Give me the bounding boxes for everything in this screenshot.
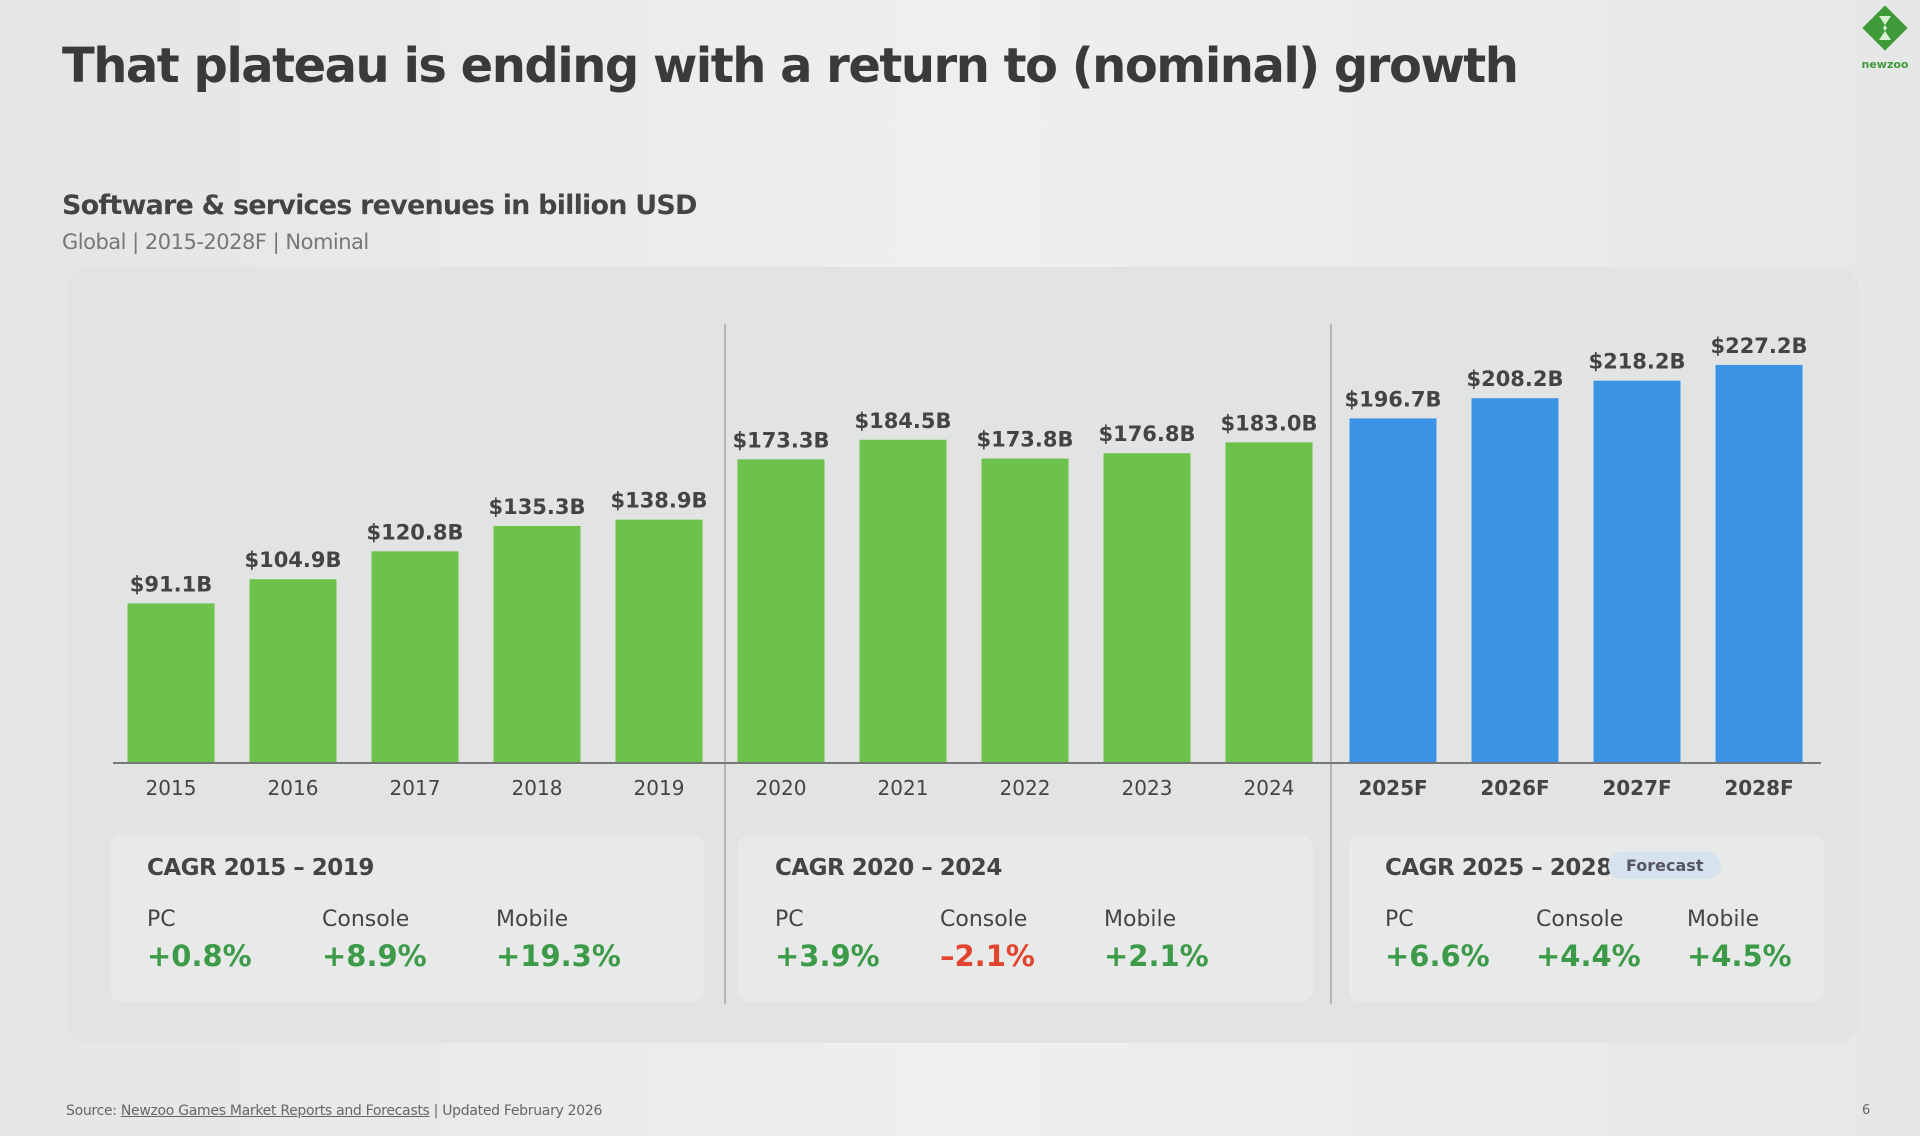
page-number: 6 <box>1862 1103 1871 1118</box>
cagr-value-mobile: +4.5% <box>1687 939 1792 973</box>
cagr-label-console: Console <box>1536 907 1624 932</box>
cagr-box-2025-2028: CAGR 2025 – 2028 Forecast PC +6.6% Conso… <box>1349 835 1824 1002</box>
forecast-badge: Forecast <box>1608 852 1722 879</box>
x-tick-label: 2018 <box>512 776 563 800</box>
bar-2020 <box>737 459 825 763</box>
x-tick-label: 2023 <box>1122 776 1173 800</box>
data-label: $104.9B <box>244 548 341 572</box>
data-label: $176.8B <box>1098 422 1195 446</box>
bar-2023 <box>1103 453 1191 763</box>
cagr-label-pc: PC <box>147 907 176 932</box>
source-footer: Source: Newzoo Games Market Reports and … <box>66 1103 602 1119</box>
bar-2028F <box>1715 364 1803 763</box>
bar-2016 <box>249 579 337 763</box>
source-prefix: Source: <box>66 1103 121 1119</box>
svg-text:newzoo: newzoo <box>1862 58 1909 71</box>
x-tick-label: 2015 <box>146 776 197 800</box>
cagr-label-pc: PC <box>775 907 804 932</box>
cagr-value-mobile: +19.3% <box>496 939 621 973</box>
data-label: $227.2B <box>1710 334 1807 358</box>
data-label: $173.8B <box>976 428 1073 452</box>
cagr-title: CAGR 2025 – 2028 <box>1385 855 1612 881</box>
x-tick-label: 2017 <box>390 776 441 800</box>
cagr-value-console: +8.9% <box>322 939 427 973</box>
cagr-label-console: Console <box>940 907 1028 932</box>
cagr-title: CAGR 2020 – 2024 <box>775 855 1002 881</box>
x-tick-label: 2024 <box>1244 776 1295 800</box>
bar-2015 <box>127 603 215 763</box>
bar-2017 <box>371 551 459 763</box>
cagr-label-mobile: Mobile <box>1687 907 1760 932</box>
cagr-label-pc: PC <box>1385 907 1414 932</box>
bar-2024 <box>1225 442 1313 763</box>
cagr-value-console: –2.1% <box>940 939 1035 973</box>
data-label: $173.3B <box>732 428 829 452</box>
cagr-value-console: +4.4% <box>1536 939 1641 973</box>
data-label: $138.9B <box>610 489 707 513</box>
bar-2027F <box>1593 380 1681 763</box>
data-label: $120.8B <box>366 520 463 544</box>
cagr-value-pc: +3.9% <box>775 939 880 973</box>
cagr-box-2015-2019: CAGR 2015 – 2019 PC +0.8% Console +8.9% … <box>110 835 704 1002</box>
x-tick-label: 2022 <box>1000 776 1051 800</box>
cagr-box-2020-2024: CAGR 2020 – 2024 PC +3.9% Console –2.1% … <box>738 835 1313 1002</box>
x-tick-label: 2019 <box>634 776 685 800</box>
x-tick-label: 2025F <box>1358 776 1427 800</box>
cagr-value-mobile: +2.1% <box>1104 939 1209 973</box>
data-label: $184.5B <box>854 409 951 433</box>
cagr-label-console: Console <box>322 907 410 932</box>
chart-subtitle: Global | 2015-2028F | Nominal <box>62 230 369 254</box>
x-tick-label: 2028F <box>1724 776 1793 800</box>
x-tick-label: 2027F <box>1602 776 1671 800</box>
data-label: $91.1B <box>130 572 212 596</box>
source-link[interactable]: Newzoo Games Market Reports and Forecast… <box>120 1103 430 1119</box>
x-tick-label: 2016 <box>268 776 319 800</box>
source-suffix: | Updated February 2026 <box>429 1103 603 1119</box>
bar-2025F <box>1349 418 1437 763</box>
x-tick-label: 2026F <box>1480 776 1549 800</box>
data-label: $135.3B <box>488 495 585 519</box>
data-label: $208.2B <box>1466 367 1563 391</box>
data-label: $218.2B <box>1588 350 1685 374</box>
chart-title: Software & services revenues in billion … <box>62 190 697 221</box>
bar-2021 <box>859 439 947 763</box>
x-tick-label: 2021 <box>878 776 929 800</box>
cagr-title: CAGR 2015 – 2019 <box>147 855 374 881</box>
cagr-value-pc: +0.8% <box>147 939 252 973</box>
x-tick-label: 2020 <box>756 776 807 800</box>
cagr-label-mobile: Mobile <box>496 907 569 932</box>
data-label: $196.7B <box>1344 387 1441 411</box>
bar-2019 <box>615 519 703 763</box>
cagr-value-pc: +6.6% <box>1385 939 1490 973</box>
slide-title: That plateau is ending with a return to … <box>62 38 1519 94</box>
bar-2022 <box>981 458 1069 763</box>
bar-2026F <box>1471 398 1559 763</box>
data-label: $183.0B <box>1220 411 1317 435</box>
bar-2018 <box>493 525 581 763</box>
cagr-label-mobile: Mobile <box>1104 907 1177 932</box>
newzoo-logo: newzoo <box>1862 6 1909 71</box>
